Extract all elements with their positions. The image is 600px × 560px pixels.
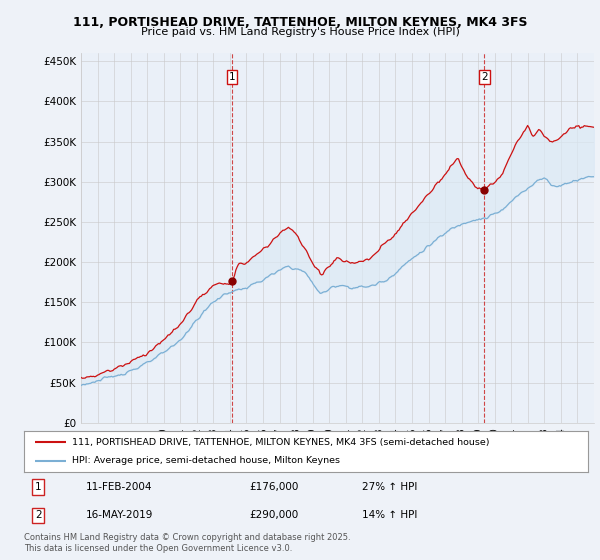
Text: 111, PORTISHEAD DRIVE, TATTENHOE, MILTON KEYNES, MK4 3FS: 111, PORTISHEAD DRIVE, TATTENHOE, MILTON… (73, 16, 527, 29)
Text: 27% ↑ HPI: 27% ↑ HPI (362, 482, 418, 492)
Text: £290,000: £290,000 (250, 511, 299, 520)
Text: 1: 1 (35, 482, 41, 492)
Text: HPI: Average price, semi-detached house, Milton Keynes: HPI: Average price, semi-detached house,… (72, 456, 340, 465)
Text: 16-MAY-2019: 16-MAY-2019 (86, 511, 154, 520)
Text: Contains HM Land Registry data © Crown copyright and database right 2025.
This d: Contains HM Land Registry data © Crown c… (24, 533, 350, 553)
Text: Price paid vs. HM Land Registry's House Price Index (HPI): Price paid vs. HM Land Registry's House … (140, 27, 460, 37)
Text: 14% ↑ HPI: 14% ↑ HPI (362, 511, 418, 520)
Text: 2: 2 (35, 511, 41, 520)
Text: £176,000: £176,000 (250, 482, 299, 492)
Text: 111, PORTISHEAD DRIVE, TATTENHOE, MILTON KEYNES, MK4 3FS (semi-detached house): 111, PORTISHEAD DRIVE, TATTENHOE, MILTON… (72, 437, 490, 446)
Text: 2: 2 (481, 72, 488, 82)
Text: 1: 1 (229, 72, 235, 82)
Text: 11-FEB-2004: 11-FEB-2004 (86, 482, 152, 492)
